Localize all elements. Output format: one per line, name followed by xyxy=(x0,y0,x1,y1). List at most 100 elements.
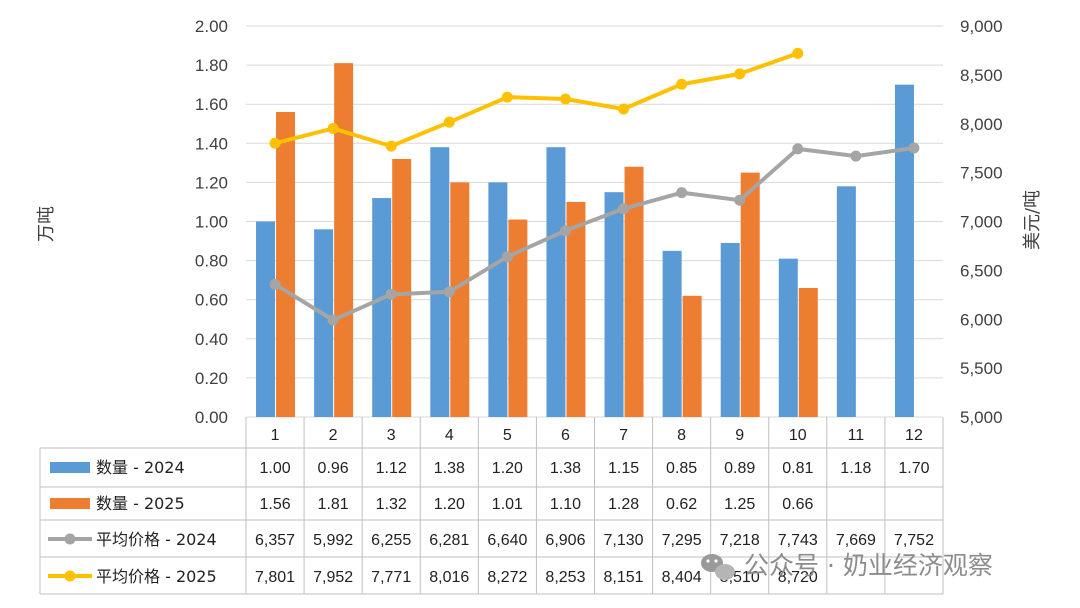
point-price-2025 xyxy=(385,140,397,152)
y-tick-label: 1.20 xyxy=(195,173,228,192)
y2-tick-label: 6,000 xyxy=(960,310,1003,329)
point-price-2025 xyxy=(676,78,688,90)
legend-label: 数量 - 2024 xyxy=(96,458,185,477)
point-price-2024 xyxy=(443,286,455,298)
data-label: 5,992 xyxy=(313,532,353,549)
data-label: 7,130 xyxy=(604,532,644,549)
legend-label: 平均价格 - 2025 xyxy=(96,567,217,586)
y2-tick-label: 8,500 xyxy=(960,66,1003,85)
bar-2025 xyxy=(624,166,644,417)
y-tick-label: 1.00 xyxy=(195,213,228,232)
point-price-2024 xyxy=(850,150,862,162)
bar-2024 xyxy=(836,186,856,417)
bar-2025 xyxy=(740,172,760,417)
point-price-2024 xyxy=(269,278,281,290)
y2-tick-label: 7,000 xyxy=(960,213,1003,232)
category-label: 12 xyxy=(905,427,923,444)
legend-key-marker-2 xyxy=(64,533,76,545)
category-label: 10 xyxy=(789,427,807,444)
data-label: 1.20 xyxy=(492,460,523,477)
legend-key-1 xyxy=(50,498,90,509)
data-label: 1.01 xyxy=(492,496,523,513)
bar-2025 xyxy=(392,158,412,417)
category-label: 3 xyxy=(387,427,396,444)
category-label: 1 xyxy=(271,427,280,444)
y2-tick-label: 6,500 xyxy=(960,261,1003,280)
data-label: 8,404 xyxy=(662,569,702,586)
legend-key-0 xyxy=(50,462,90,473)
bar-2024 xyxy=(314,229,334,417)
point-price-2025 xyxy=(618,103,630,115)
bar-2024 xyxy=(778,258,798,417)
data-label: 1.18 xyxy=(840,460,871,477)
bar-2025 xyxy=(566,201,586,417)
y-tick-label: 1.60 xyxy=(195,95,228,114)
category-label: 2 xyxy=(329,427,338,444)
category-label: 7 xyxy=(619,427,628,444)
line-price-2024 xyxy=(273,146,915,323)
point-price-2025 xyxy=(443,116,455,128)
y-tick-label: 1.80 xyxy=(195,56,228,75)
point-price-2024 xyxy=(908,142,920,154)
data-label: 7,295 xyxy=(662,532,702,549)
data-label: 6,906 xyxy=(545,532,585,549)
category-label: 6 xyxy=(561,427,570,444)
y-tick-label: 0.40 xyxy=(195,330,228,349)
data-label: 7,743 xyxy=(778,532,818,549)
bar-2024 xyxy=(604,192,624,417)
category-label: 11 xyxy=(848,427,865,444)
data-label: 1.20 xyxy=(434,496,465,513)
lines xyxy=(269,47,920,326)
data-label: 6,281 xyxy=(429,532,469,549)
bar-2024 xyxy=(546,147,566,417)
bar-2025 xyxy=(798,287,818,417)
data-label: 8,253 xyxy=(545,569,585,586)
category-label: 8 xyxy=(677,427,686,444)
point-price-2025 xyxy=(559,93,571,105)
legend-label: 平均价格 - 2024 xyxy=(96,530,217,549)
data-label: 8,720 xyxy=(778,569,818,586)
category-label: 4 xyxy=(445,427,454,444)
axes: 0.00 0.20 0.40 0.60 0.80 1.00 1.20 1.40 1.60 1.80… xyxy=(195,17,1003,427)
data-label: 8,016 xyxy=(429,569,469,586)
data-label: 7,218 xyxy=(720,532,760,549)
bar-2024 xyxy=(372,198,392,417)
data-label: 1.25 xyxy=(724,496,755,513)
point-price-2025 xyxy=(269,137,281,149)
y2-tick-label: 7,500 xyxy=(960,164,1003,183)
data-label: 1.56 xyxy=(259,496,290,513)
point-price-2024 xyxy=(792,143,804,155)
data-label: 6,255 xyxy=(371,532,411,549)
data-label: 7,752 xyxy=(894,532,934,549)
point-price-2024 xyxy=(618,203,630,215)
data-label: 8,151 xyxy=(604,569,644,586)
bar-2024 xyxy=(488,182,508,417)
data-label: 0.62 xyxy=(666,496,697,513)
data-label: 1.12 xyxy=(376,460,407,477)
y-tick-label: 0.20 xyxy=(195,369,228,388)
bar-2025 xyxy=(276,112,296,418)
bar-2025 xyxy=(334,63,354,418)
y-tick-label: 0.60 xyxy=(195,291,228,310)
legend-label: 数量 - 2025 xyxy=(96,494,185,513)
data-label: 1.38 xyxy=(434,460,465,477)
data-label: 1.10 xyxy=(550,496,581,513)
bars xyxy=(256,63,914,418)
y2-axis-title: 美元/吨 xyxy=(1022,190,1043,250)
y-tick-label: 0.80 xyxy=(195,252,228,271)
watermark-text: 公众号 · 奶业经济观察 xyxy=(744,551,993,580)
y2-tick-label: 8,000 xyxy=(960,115,1003,134)
data-label: 7,952 xyxy=(313,569,353,586)
legend-key-marker-3 xyxy=(64,570,76,582)
y2-tick-label: 5,000 xyxy=(960,408,1003,427)
data-label: 0.96 xyxy=(318,460,349,477)
data-label: 1.00 xyxy=(259,460,290,477)
wechat-icon xyxy=(701,554,735,580)
data-label: 7,669 xyxy=(836,532,876,549)
data-label: 1.70 xyxy=(898,460,929,477)
y-axis-title: 万吨 xyxy=(36,206,57,242)
point-price-2024 xyxy=(676,187,688,199)
bar-2024 xyxy=(720,243,740,417)
